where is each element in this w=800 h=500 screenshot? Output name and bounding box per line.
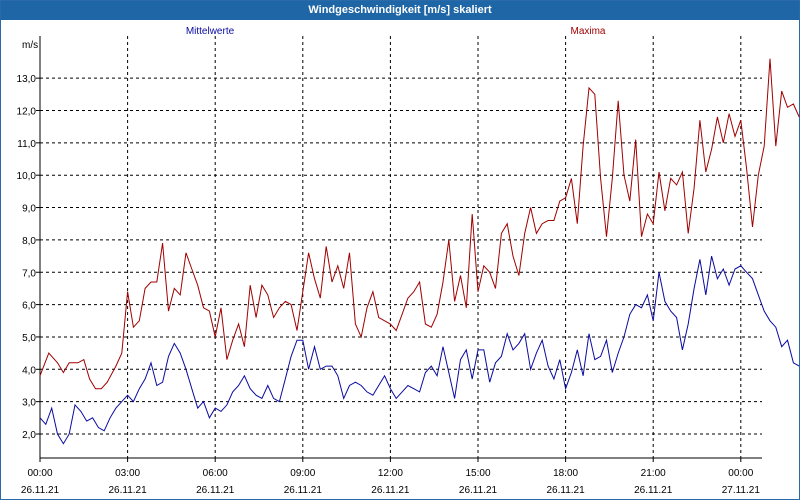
x-tick-labels: 00:00 26.11.21 03:00 26.11.21 06:00 26.11.21 0… <box>21 458 760 496</box>
y-tick-label: 4,0 <box>22 365 36 376</box>
x-tick-date: 26.11.21 <box>109 485 148 496</box>
y-tick-label: 7,0 <box>22 268 36 279</box>
x-tick-time: 21:00 <box>641 468 666 479</box>
x-tick-date: 26.11.21 <box>634 485 673 496</box>
window-title: Windgeschwindigkeit [m/s] skaliert <box>1 1 799 20</box>
y-tick-label: 11,0 <box>17 139 36 150</box>
legend-mittelwerte: Mittelwerte <box>186 26 235 37</box>
x-tick-date: 27.11.21 <box>722 485 761 496</box>
y-axis-label: m/s <box>22 40 38 51</box>
series-line-maxima <box>39 58 800 390</box>
legend-maxima: Maxima <box>570 26 605 37</box>
x-tick-time: 12:00 <box>378 468 403 479</box>
x-tick-time: 00:00 <box>728 468 753 479</box>
y-tick-label: 12,0 <box>17 107 37 118</box>
y-tick-label: 2,0 <box>22 430 36 441</box>
grid-lines <box>40 36 762 458</box>
x-tick-time: 18:00 <box>553 468 578 479</box>
x-tick-time: 06:00 <box>203 468 228 479</box>
y-tick-label: 8,0 <box>22 236 36 247</box>
y-tick-label: 3,0 <box>22 398 36 409</box>
x-tick-time: 09:00 <box>290 468 315 479</box>
x-tick-time: 15:00 <box>465 468 490 479</box>
y-tick-label: 9,0 <box>22 204 36 215</box>
series-lines <box>39 58 800 445</box>
y-tick-label: 6,0 <box>22 301 36 312</box>
x-tick-date: 26.11.21 <box>459 485 498 496</box>
x-tick-date: 26.11.21 <box>196 485 235 496</box>
x-tick-time: 03:00 <box>115 468 140 479</box>
x-tick-date: 26.11.21 <box>547 485 586 496</box>
x-tick-date: 26.11.21 <box>21 485 60 496</box>
series-line-mittelwerte <box>39 255 800 445</box>
y-tick-labels: 2,0 3,0 4,0 5,0 6,0 7,0 8,0 9,0 10,0 11,0 12,0 13,0 <box>17 74 40 441</box>
y-tick-label: 5,0 <box>22 333 36 344</box>
x-tick-time: 00:00 <box>27 468 52 479</box>
x-tick-date: 26.11.21 <box>284 485 323 496</box>
y-tick-label: 13,0 <box>17 74 37 85</box>
y-tick-label: 10,0 <box>17 171 37 182</box>
x-tick-date: 26.11.21 <box>371 485 410 496</box>
